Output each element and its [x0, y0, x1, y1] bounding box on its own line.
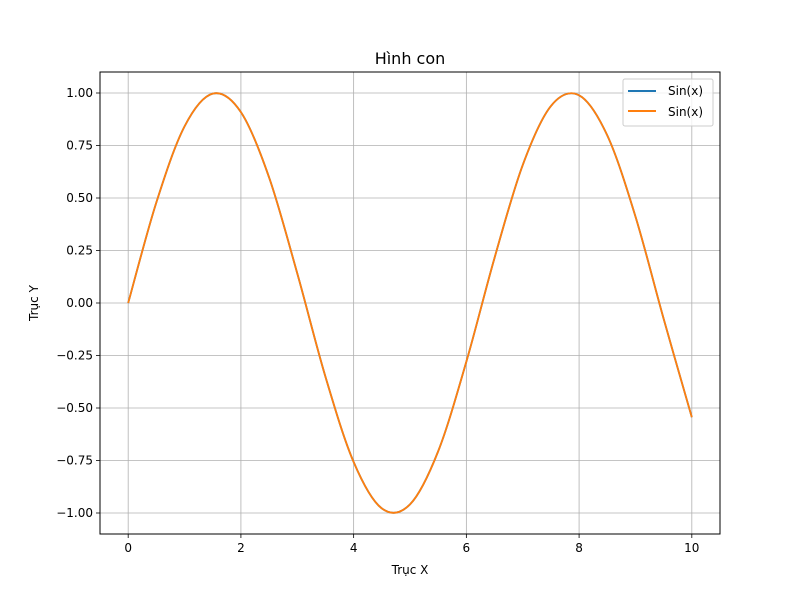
y-tick-label: −0.50 — [56, 401, 93, 415]
legend: Sin(x) Sin(x) — [622, 78, 714, 127]
x-tick-label: 2 — [237, 541, 245, 555]
y-tick-label: −0.25 — [56, 349, 93, 363]
y-axis-label: Trục Y — [27, 284, 41, 322]
y-ticks: −1.00 −0.75 −0.50 −0.25 0.00 0.25 0.50 0.75 1.00 — [56, 86, 100, 520]
grid — [100, 72, 720, 534]
y-tick-label: 0.25 — [66, 244, 93, 258]
x-tick-label: 0 — [124, 541, 132, 555]
x-tick-label: 8 — [575, 541, 583, 555]
y-tick-label: −1.00 — [56, 506, 93, 520]
x-tick-label: 10 — [684, 541, 699, 555]
series-layer — [127, 92, 693, 514]
x-ticks: 0 2 4 6 8 10 — [124, 534, 699, 555]
x-tick-label: 6 — [463, 541, 471, 555]
x-axis-label: Trục X — [391, 563, 429, 577]
y-tick-label: 0.00 — [66, 296, 93, 310]
legend-label-2: Sin(x) — [668, 105, 703, 119]
y-tick-label: 0.75 — [66, 139, 93, 153]
series-line-2 — [127, 92, 693, 514]
legend-label-1: Sin(x) — [668, 84, 703, 98]
y-tick-label: 1.00 — [66, 86, 93, 100]
chart-title: Hình con — [375, 49, 446, 68]
x-tick-label: 4 — [350, 541, 358, 555]
y-tick-label: −0.75 — [56, 454, 93, 468]
y-tick-label: 0.50 — [66, 191, 93, 205]
